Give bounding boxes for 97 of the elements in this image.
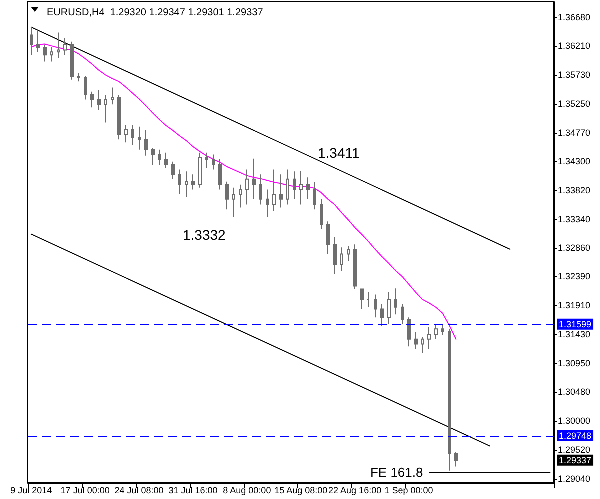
candlestick <box>212 154 215 170</box>
candlestick <box>286 169 289 206</box>
y-tick-label: 1.33820 <box>558 185 591 196</box>
candlestick <box>245 169 249 206</box>
y-tick-label: 1.29520 <box>558 444 591 455</box>
candlestick <box>374 294 377 318</box>
candlestick <box>164 152 168 168</box>
candlestick <box>111 87 114 106</box>
candlestick <box>151 148 155 166</box>
candlestick <box>57 32 60 59</box>
candlestick <box>191 174 195 190</box>
candlestick <box>63 38 67 56</box>
candlestick <box>421 337 424 354</box>
ref-line-label: FE 161.8 <box>370 465 424 480</box>
candlestick <box>171 161 175 180</box>
ref-line-label: 1.29748 <box>559 431 592 442</box>
candlestick <box>77 72 80 82</box>
candlestick <box>401 304 404 325</box>
y-tick-label: 1.29040 <box>558 474 591 484</box>
x-tick-label: 9 Jul 2014 <box>10 486 52 496</box>
candlestick <box>124 124 128 144</box>
candlestick <box>326 221 330 255</box>
y-tick-label: 1.35730 <box>558 70 591 80</box>
candlestick <box>50 46 53 62</box>
candlestick <box>138 126 141 150</box>
candlestick <box>104 94 107 124</box>
candlestick <box>117 94 121 140</box>
candlestick <box>252 158 256 200</box>
candlestick <box>239 184 242 208</box>
candlestick <box>232 187 235 218</box>
candlestick <box>158 149 161 166</box>
candlestick <box>306 177 310 200</box>
candlestick <box>97 90 101 111</box>
x-tick-label: 22 Aug 16:00 <box>328 486 382 496</box>
candlestick <box>434 324 438 340</box>
y-tick-label: 1.32390 <box>558 272 591 282</box>
candlestick <box>448 328 451 472</box>
candlestick <box>380 304 384 327</box>
candlestick <box>205 152 208 168</box>
candlestick <box>320 198 323 230</box>
candlestick <box>293 171 296 200</box>
y-tick-label: 1.34770 <box>558 128 591 138</box>
y-tick-label: 1.35250 <box>558 98 591 109</box>
candlestick <box>441 324 444 336</box>
candlestick <box>225 181 229 210</box>
candlestick <box>313 182 316 210</box>
candlestick <box>84 76 87 100</box>
candlestick <box>266 189 269 218</box>
candlestick <box>43 44 47 62</box>
candlestick <box>454 452 458 468</box>
x-tick-label: 24 Jul 08:00 <box>114 486 164 496</box>
line-series <box>30 44 457 340</box>
annotation: 1.29337 <box>559 455 592 466</box>
candlestick <box>353 244 357 290</box>
x-tick-label: 1 Sep 00:00 <box>384 486 434 496</box>
annotation: 1.3411 <box>318 145 360 161</box>
candlestick <box>340 247 343 272</box>
candlestick <box>394 288 397 316</box>
candlestick <box>279 174 283 208</box>
x-tick-label: 17 Jul 00:00 <box>60 486 110 496</box>
y-tick-label: 1.30000 <box>558 416 591 426</box>
y-tick-label: 1.34300 <box>558 156 591 166</box>
y-tick-label: 1.36680 <box>558 12 591 23</box>
x-tick-label: 31 Jul 16:00 <box>168 486 218 496</box>
text: EURUSD,H4 1.29320 1.29347 1.29301 1.29337 <box>47 8 264 18</box>
candlestick <box>333 236 337 275</box>
candlestick <box>367 292 370 308</box>
ref-line-label: 1.31599 <box>559 319 592 330</box>
x-tick-label: 8 Aug 00:00 <box>223 486 272 496</box>
candlestick <box>414 332 418 350</box>
candlestick <box>427 326 431 350</box>
candlestick <box>387 292 391 325</box>
y-tick-label: 1.36210 <box>558 41 591 52</box>
candlestick <box>407 317 411 348</box>
candlestick <box>30 26 33 56</box>
candlestick <box>347 246 350 262</box>
y-tick-label: 1.31430 <box>558 330 591 340</box>
candlestick <box>299 170 303 206</box>
y-tick-label: 1.33340 <box>558 214 591 224</box>
candlestick <box>131 124 134 146</box>
candlestick <box>185 171 188 198</box>
candlestick <box>259 174 262 206</box>
candlestick <box>272 169 276 212</box>
candlestick <box>198 152 202 188</box>
candlestick <box>36 29 40 53</box>
candlestick <box>218 159 222 190</box>
x-tick-label: 15 Aug 08:00 <box>274 486 328 496</box>
annotation: 1.3332 <box>183 227 226 243</box>
candlestick <box>178 169 181 196</box>
candlestick <box>90 91 94 108</box>
y-tick-label: 1.30480 <box>558 386 591 397</box>
y-tick-label: 1.30950 <box>558 358 591 369</box>
y-tick-label: 1.31910 <box>558 300 591 311</box>
candlestick <box>360 288 364 310</box>
candlestick <box>70 41 74 80</box>
candlestick <box>144 129 148 156</box>
y-tick-label: 1.32860 <box>558 243 591 254</box>
